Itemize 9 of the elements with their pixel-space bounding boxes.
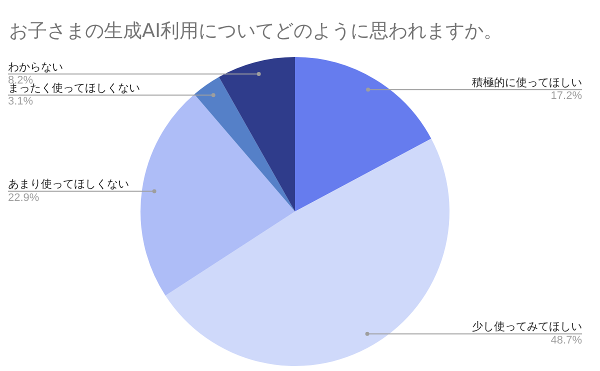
data-label: 48.7%: [550, 334, 582, 346]
data-label: 3.1%: [8, 96, 34, 108]
data-label: 22.9%: [8, 192, 40, 204]
chart-title: お子さまの生成AI利用についてどのように思われますか。: [9, 19, 503, 44]
slice-label: 少し使ってみてほしい: [472, 320, 582, 334]
slice-label: わからない: [8, 60, 63, 74]
slice-label: あまり使ってほしくない: [8, 178, 129, 191]
slice-label: 積極的に使ってほしい: [472, 76, 582, 89]
data-label: 17.2%: [550, 90, 582, 102]
